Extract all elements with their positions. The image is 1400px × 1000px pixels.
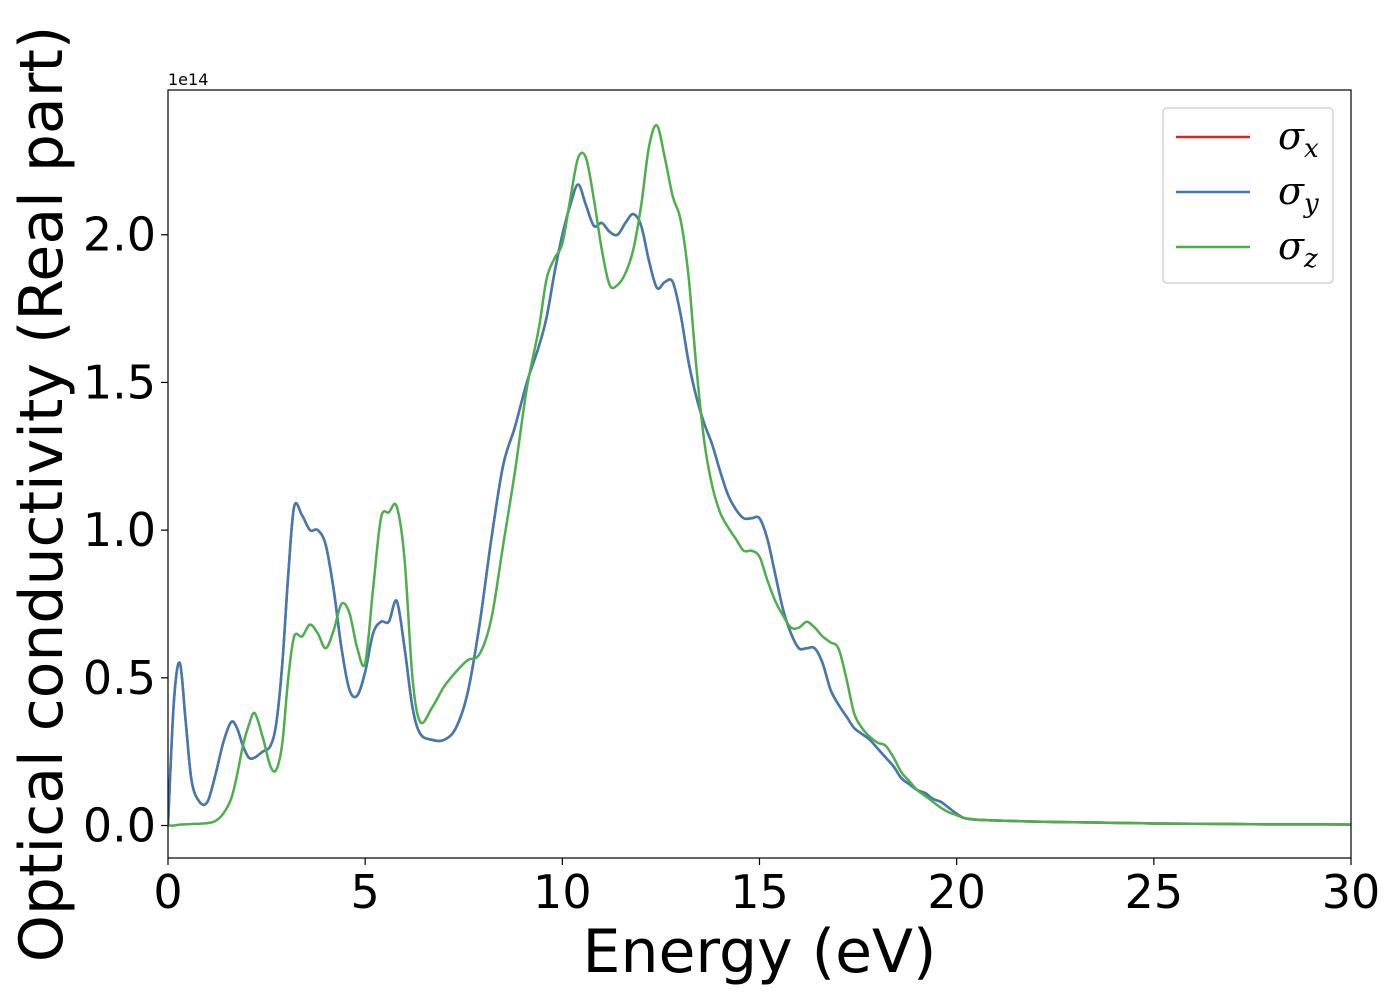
x-tick-label: 5 xyxy=(351,865,380,919)
legend-label-2: σy xyxy=(1278,169,1319,219)
x-axis-ticks: 0 5 10 15 20 25 30 xyxy=(153,858,1380,919)
series-line-2 xyxy=(168,183,1351,826)
x-tick-label: 10 xyxy=(533,865,592,919)
x-tick-label: 20 xyxy=(927,865,986,919)
y-tick-label: 1.5 xyxy=(83,355,156,409)
y-axis-ticks: 0.0 0.5 1.0 1.5 2.0 xyxy=(83,208,168,853)
y-tick-label: 1.0 xyxy=(83,503,156,557)
x-tick-label: 15 xyxy=(730,865,789,919)
x-tick-label: 25 xyxy=(1125,865,1184,919)
y-tick-label: 2.0 xyxy=(83,208,156,262)
series-line-3 xyxy=(168,123,1351,827)
x-tick-label: 30 xyxy=(1322,865,1381,919)
legend-box xyxy=(1162,107,1334,284)
y-tick-label: 0.5 xyxy=(83,651,156,705)
y-offset-label: 1e14 xyxy=(168,70,208,89)
x-tick-label: 0 xyxy=(153,865,182,919)
series-layer xyxy=(168,123,1351,827)
y-tick-label: 0.0 xyxy=(83,799,156,853)
x-axis-label: Energy (eV) xyxy=(583,917,937,987)
legend-label-3: σz xyxy=(1278,224,1318,274)
y-axis-label: Optical conductivity (Real part) xyxy=(7,26,77,963)
legend-label-1: σx xyxy=(1278,114,1319,164)
